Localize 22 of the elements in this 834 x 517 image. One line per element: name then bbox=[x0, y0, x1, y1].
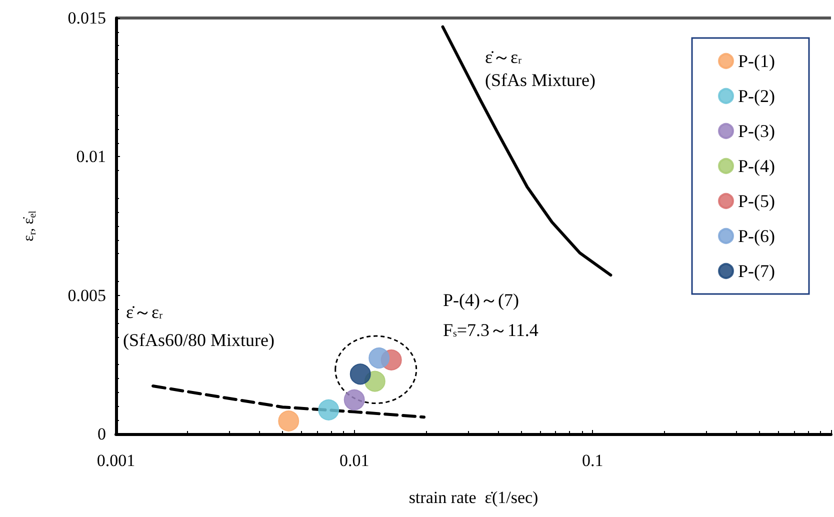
x-tick-label: 0.01 bbox=[339, 451, 370, 470]
annotation: (SfAs60/80 Mixture) bbox=[123, 330, 274, 350]
annotation: ε̇～εr bbox=[126, 302, 164, 322]
annotation: P-(4)～(7) bbox=[443, 290, 519, 310]
x-tick-label: 0.1 bbox=[582, 451, 604, 470]
legend-label: P-(5) bbox=[738, 191, 776, 211]
annotation: ε̇～εr bbox=[485, 47, 522, 67]
annotation: Fs=7.3～11.4 bbox=[443, 320, 538, 340]
y-axis-title: εr, ε̇el bbox=[21, 210, 38, 242]
y-tick-label: 0.005 bbox=[68, 286, 106, 305]
legend-label: P-(6) bbox=[738, 226, 776, 246]
legend-label: P-(3) bbox=[738, 121, 776, 141]
legend-label: P-(7) bbox=[738, 261, 776, 281]
y-tick-label: 0 bbox=[98, 424, 106, 444]
annotation: (SfAs Mixture) bbox=[485, 70, 596, 90]
x-axis-title: strain rate ε̇(1/sec) bbox=[408, 488, 538, 507]
legend-label: P-(1) bbox=[738, 51, 776, 71]
y-tick-label: 0.015 bbox=[68, 8, 106, 28]
legend-label: P-(2) bbox=[738, 86, 776, 106]
y-tick-label: 0.01 bbox=[76, 147, 106, 166]
x-tick-label: 0.001 bbox=[96, 451, 136, 470]
legend-label: P-(4) bbox=[738, 156, 776, 176]
